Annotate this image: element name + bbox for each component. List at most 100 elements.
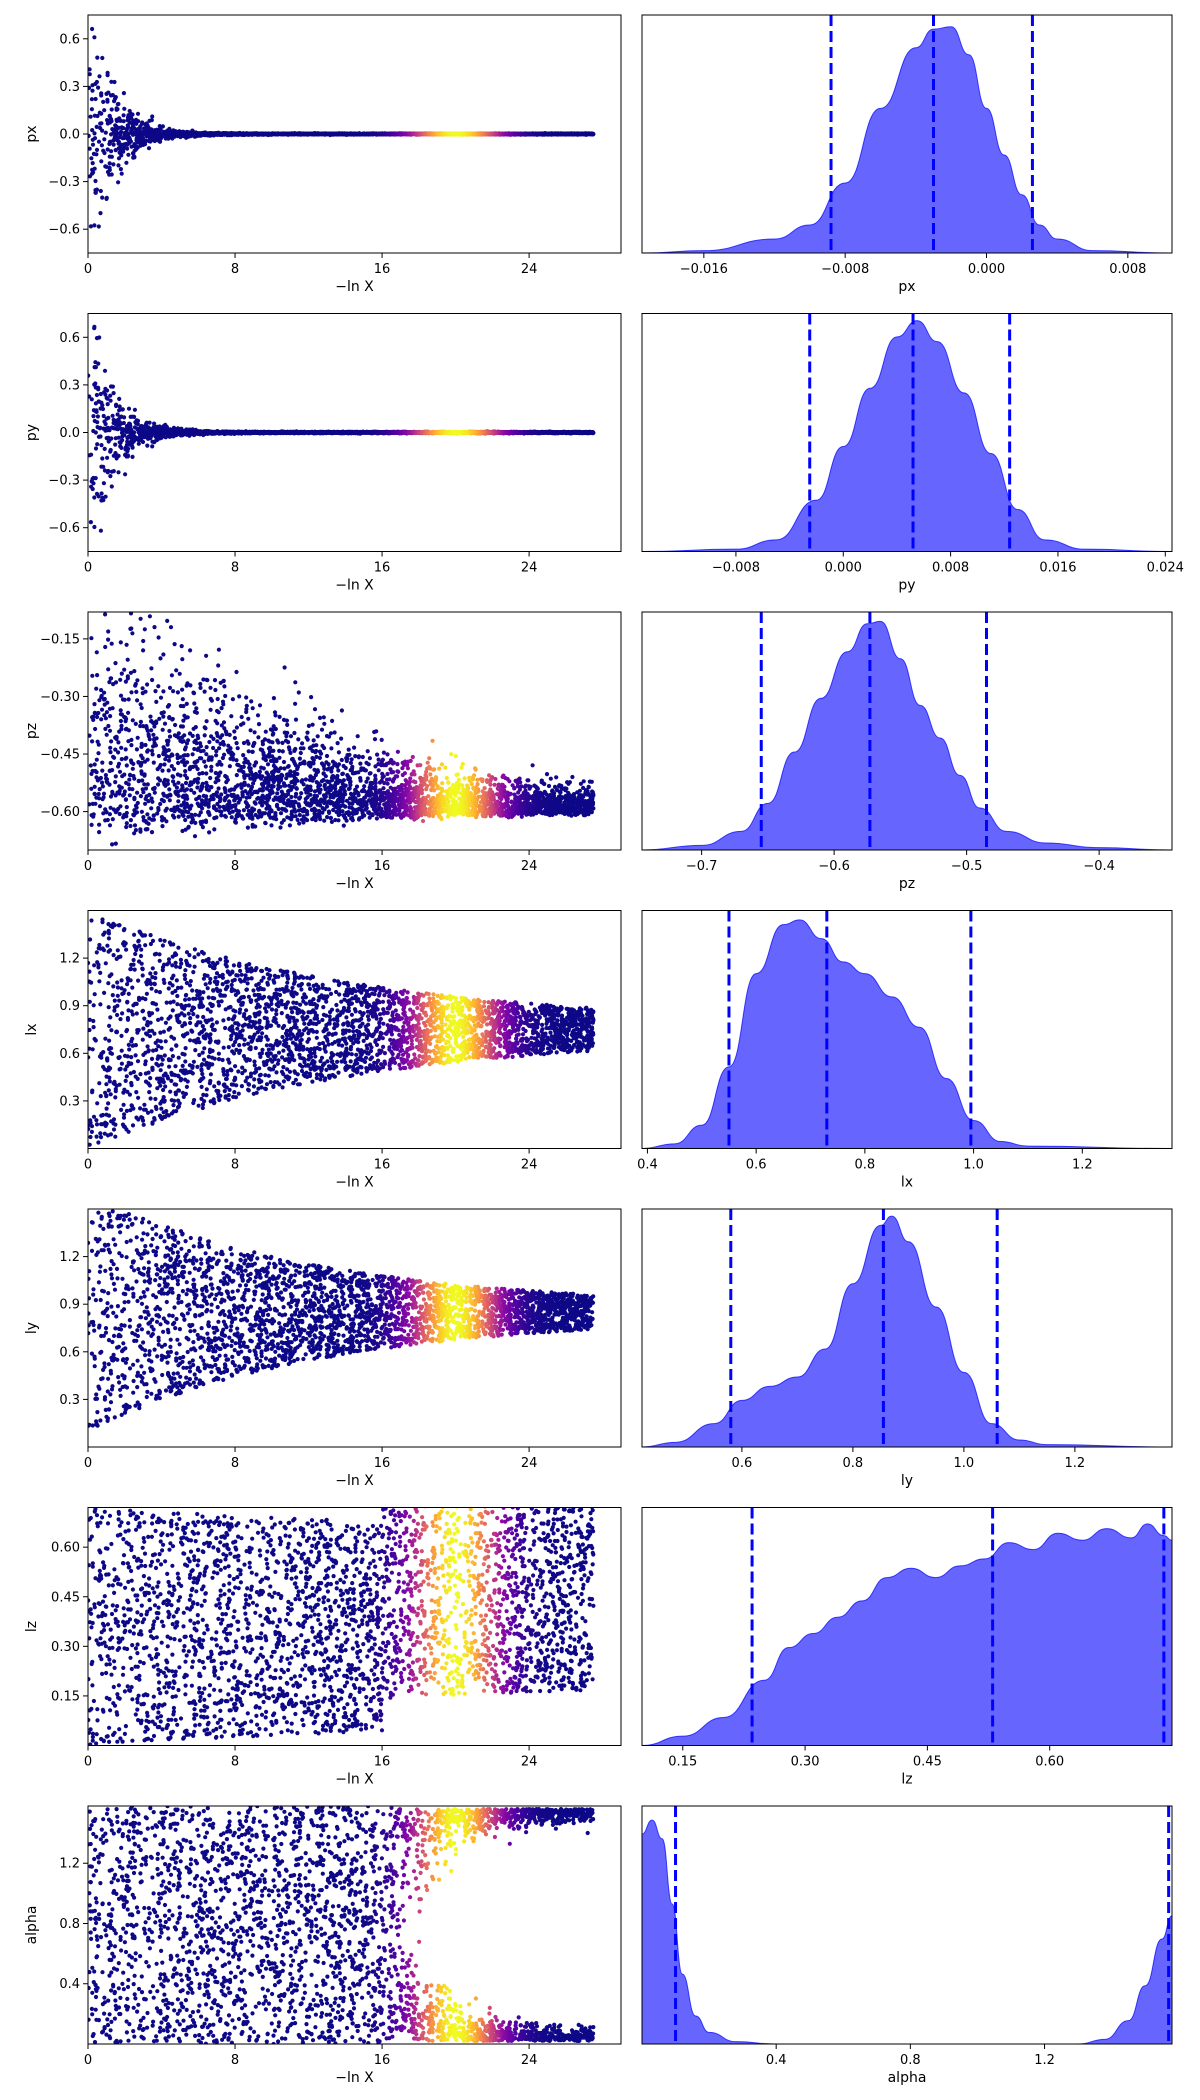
x-tick-label: 24 bbox=[521, 262, 538, 277]
trace-point bbox=[95, 442, 100, 447]
trace-point bbox=[92, 524, 97, 530]
trace-point bbox=[92, 136, 98, 141]
trace-point bbox=[115, 107, 120, 112]
trace-point bbox=[92, 223, 97, 228]
trace-point bbox=[108, 393, 113, 398]
trace-point bbox=[100, 128, 105, 133]
trace-point bbox=[121, 149, 126, 154]
trace-point bbox=[124, 160, 129, 165]
trace-point bbox=[120, 407, 125, 412]
trace-point bbox=[105, 455, 110, 460]
trace-point bbox=[106, 415, 111, 420]
trace-point bbox=[160, 124, 165, 129]
trace-point bbox=[123, 472, 128, 477]
trace-point bbox=[135, 421, 140, 427]
trace-point bbox=[130, 454, 135, 459]
trace-point bbox=[98, 391, 103, 397]
trace-px-frame bbox=[87, 14, 622, 254]
x-tick-label: 0.008 bbox=[1109, 262, 1146, 277]
trace-point bbox=[93, 190, 98, 195]
trace-point bbox=[88, 72, 92, 77]
trace-point bbox=[95, 113, 100, 119]
trace-point bbox=[96, 139, 102, 144]
trace-point bbox=[117, 396, 122, 401]
trace-point bbox=[100, 195, 105, 200]
y-tick-label: 0.0 bbox=[59, 128, 80, 143]
trace-point bbox=[116, 156, 122, 161]
trace-point bbox=[114, 403, 119, 409]
trace-point bbox=[109, 79, 114, 84]
trace-point bbox=[109, 119, 114, 124]
trace-point bbox=[101, 413, 106, 419]
trace-point bbox=[118, 129, 124, 134]
trace-px-points bbox=[88, 26, 596, 253]
trace-point bbox=[122, 433, 127, 438]
trace-point bbox=[116, 470, 121, 475]
trace-point bbox=[142, 142, 148, 147]
trace-point bbox=[109, 149, 114, 154]
trace-point bbox=[99, 93, 104, 98]
trace-point bbox=[98, 434, 103, 439]
y-tick-label: 0.3 bbox=[59, 80, 80, 95]
trace-point bbox=[94, 187, 99, 192]
trace-point bbox=[105, 388, 110, 393]
trace-point bbox=[103, 392, 108, 397]
x-axis-label: px bbox=[898, 279, 915, 295]
trace-point bbox=[98, 528, 103, 533]
posterior-px-plot bbox=[642, 15, 1172, 253]
trace-point bbox=[94, 79, 99, 85]
trace-point bbox=[110, 384, 115, 389]
trace-point bbox=[90, 88, 95, 93]
trace-point bbox=[111, 469, 116, 474]
trace-point bbox=[109, 154, 114, 159]
trace-point bbox=[96, 361, 101, 366]
trace-point bbox=[121, 126, 126, 131]
trace-point bbox=[109, 107, 114, 112]
trace-point bbox=[121, 91, 126, 96]
trace-point bbox=[157, 139, 163, 144]
trace-point bbox=[92, 166, 97, 171]
trace-point bbox=[132, 155, 137, 160]
trace-point bbox=[111, 142, 116, 147]
trace-point bbox=[99, 491, 104, 496]
trace-point bbox=[118, 167, 123, 172]
trace-point bbox=[110, 413, 115, 418]
trace-px-axes: 0 8 16 24−ln X−0.6−0.30.00.30.6px bbox=[24, 14, 622, 295]
trace-point bbox=[95, 55, 100, 60]
trace-point bbox=[122, 106, 127, 111]
trace-point bbox=[135, 111, 141, 116]
trace-point bbox=[117, 408, 122, 413]
trace-point bbox=[93, 178, 98, 184]
trace-point bbox=[90, 128, 95, 133]
trace-point bbox=[121, 420, 126, 426]
trace-point bbox=[119, 445, 124, 450]
trace-point bbox=[99, 143, 104, 148]
trace-point bbox=[88, 67, 92, 72]
trace-point bbox=[105, 118, 110, 123]
trace-point bbox=[113, 442, 118, 447]
x-tick-label: 8 bbox=[231, 262, 239, 277]
trace-point bbox=[102, 368, 108, 373]
trace-point bbox=[126, 131, 131, 136]
trace-point bbox=[92, 131, 97, 136]
trace-point bbox=[100, 403, 105, 408]
trace-point bbox=[97, 335, 102, 340]
x-tick-label: −0.016 bbox=[680, 262, 728, 277]
trace-point bbox=[135, 418, 141, 423]
trace-point bbox=[119, 171, 124, 176]
x-tick-label: 0 bbox=[84, 262, 92, 277]
trace-point bbox=[91, 170, 96, 175]
y-tick-label: −0.3 bbox=[48, 175, 80, 190]
trace-point bbox=[102, 446, 107, 451]
trace-point bbox=[110, 93, 115, 98]
trace-point bbox=[98, 188, 103, 194]
trace-point bbox=[121, 113, 126, 118]
trace-point bbox=[93, 365, 98, 370]
trace-point bbox=[97, 74, 102, 79]
trace-point bbox=[105, 73, 110, 78]
trace-point bbox=[95, 420, 100, 425]
trace-point bbox=[152, 421, 157, 426]
trace-point bbox=[88, 224, 93, 229]
trace-py-points bbox=[88, 324, 596, 533]
